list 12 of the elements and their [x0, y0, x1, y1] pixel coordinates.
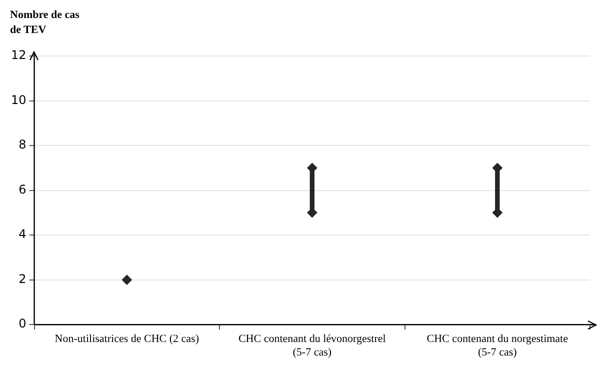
y-tick-label: 10	[10, 92, 26, 107]
y-tick-label: 12	[10, 48, 26, 62]
x-tick-label: Non-utilisatrices de CHC (2 cas)	[54, 333, 200, 346]
y-tick-label: 6	[18, 182, 26, 196]
y-tick-label: 0	[18, 316, 26, 331]
y-tick-label: 2	[18, 272, 26, 286]
y-tick-label: 4	[18, 227, 26, 242]
point	[122, 274, 132, 285]
y-axis-title: Nombre de cas de TEV	[10, 8, 80, 38]
x-tick-label: CHC contenant du lévonorgestrel (5-7 cas)	[238, 333, 386, 358]
y-tick-label: 8	[18, 138, 26, 152]
x-tick-label: CHC contenant du norgestimate (5-7 cas)	[426, 333, 568, 358]
